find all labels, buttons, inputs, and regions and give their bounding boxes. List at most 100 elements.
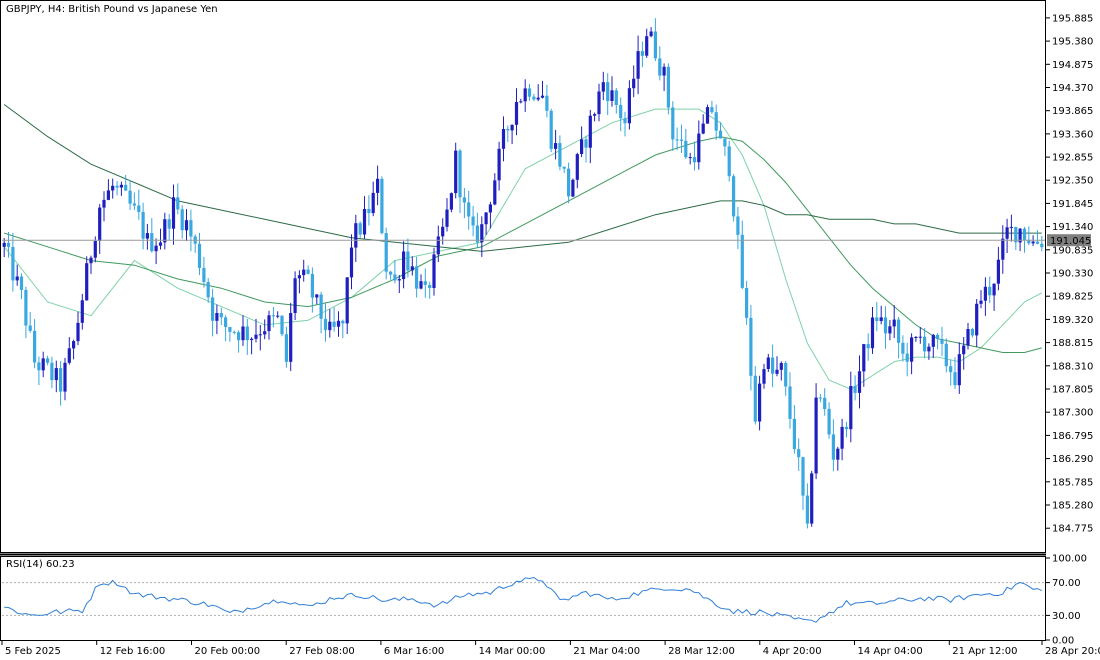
price-tick-label: 191.845 — [1052, 199, 1093, 210]
price-tick-label: 192.855 — [1052, 153, 1093, 164]
candle-body — [671, 107, 675, 140]
candle-body — [397, 279, 401, 281]
rsi-pane: 100.00 70.00 30.00 0.00 RSI(14) 60.23 — [2, 554, 1087, 647]
candle-body — [454, 150, 458, 194]
candle-body — [818, 397, 822, 399]
candle-body — [879, 317, 883, 321]
candle-body — [714, 112, 718, 131]
candle-body — [150, 233, 154, 252]
candle-body — [1018, 228, 1022, 243]
rsi-level-lines — [2, 582, 1046, 616]
candle-body — [76, 322, 80, 342]
candle-body — [271, 315, 275, 317]
candle-body — [297, 275, 301, 279]
price-tick-label: 195.380 — [1052, 37, 1093, 48]
candle-body — [888, 326, 892, 334]
candle-body — [167, 219, 171, 229]
candle-body — [358, 223, 362, 235]
candle-body — [705, 107, 710, 124]
candle-body — [128, 190, 132, 204]
candle-body — [658, 58, 662, 76]
candle-body — [627, 88, 631, 124]
candle-body — [571, 179, 575, 197]
candle-body — [779, 363, 783, 370]
candle-body — [762, 369, 766, 384]
candle-body — [445, 209, 449, 227]
candle-body — [163, 219, 167, 243]
candle-body — [927, 346, 931, 352]
candle-body — [883, 317, 888, 334]
candle-body — [831, 434, 835, 460]
candle-body — [588, 115, 592, 148]
candle-body — [710, 107, 714, 113]
candle-body — [623, 118, 627, 124]
candle-body — [341, 320, 345, 324]
candle-body — [636, 51, 640, 79]
candle-body — [141, 211, 145, 239]
candle-body — [428, 285, 432, 288]
candle-body — [979, 300, 983, 304]
candle-body — [792, 418, 796, 450]
candle-body — [224, 317, 228, 327]
candle-body — [723, 138, 727, 147]
candle-body — [63, 362, 67, 392]
candle-body — [1022, 228, 1027, 240]
rsi-tick-label: 70.00 — [1052, 578, 1081, 589]
candle-body — [436, 236, 440, 255]
candle-body — [797, 449, 801, 458]
candle-body — [432, 254, 436, 288]
candle-body — [836, 448, 840, 460]
candle-body — [37, 362, 41, 371]
price-tick-label: 184.775 — [1052, 524, 1093, 535]
price-tick-label: 193.360 — [1052, 129, 1093, 140]
candle-body — [371, 192, 375, 214]
candle-body — [562, 166, 566, 169]
candle-body — [666, 66, 670, 108]
time-axis-labels: 5 Feb 2025 12 Feb 16:00 20 Feb 00:00 27 Feb… — [1, 641, 1100, 657]
rsi-tick-label: 100.00 — [1052, 554, 1087, 565]
candle-body — [493, 180, 497, 205]
candle-body — [970, 329, 974, 336]
price-tick-label: 190.835 — [1052, 245, 1093, 256]
candle-body — [905, 353, 909, 362]
candle-body — [649, 31, 653, 37]
candle-body — [749, 317, 753, 376]
candle-body — [619, 105, 623, 119]
candle-body — [258, 334, 262, 336]
candle-body — [771, 357, 775, 374]
candle-body — [745, 288, 749, 318]
candle-body — [67, 348, 71, 363]
candle-body — [975, 303, 979, 336]
candle-body — [171, 197, 176, 229]
candle-body — [740, 234, 744, 288]
candle-body — [85, 263, 89, 301]
candle-body — [458, 150, 462, 198]
candle-body — [93, 241, 97, 258]
time-tick-label: 21 Apr 12:00 — [952, 646, 1017, 657]
candle-body — [701, 123, 705, 134]
candle-body — [1031, 241, 1035, 244]
current-price-tag-bg — [1047, 234, 1091, 247]
price-tick-label: 185.785 — [1052, 477, 1093, 488]
candle-body — [862, 344, 866, 372]
candle-body — [645, 36, 649, 56]
candle-body — [805, 495, 809, 524]
candle-body — [462, 197, 466, 203]
candle-body — [580, 139, 584, 154]
candle-body — [866, 344, 870, 349]
candle-body — [315, 294, 319, 298]
candle-body — [575, 154, 579, 180]
candle-body — [597, 91, 601, 115]
price-tick-label: 188.815 — [1052, 338, 1093, 349]
candle-body — [940, 339, 944, 344]
candle-body — [614, 90, 618, 105]
candle-body — [801, 457, 805, 496]
candlesticks — [2, 18, 1044, 529]
candle-body — [753, 375, 757, 422]
candle-body — [788, 386, 792, 419]
candle-body — [80, 300, 84, 323]
candle-body — [59, 368, 63, 392]
rsi-line — [4, 576, 1043, 623]
